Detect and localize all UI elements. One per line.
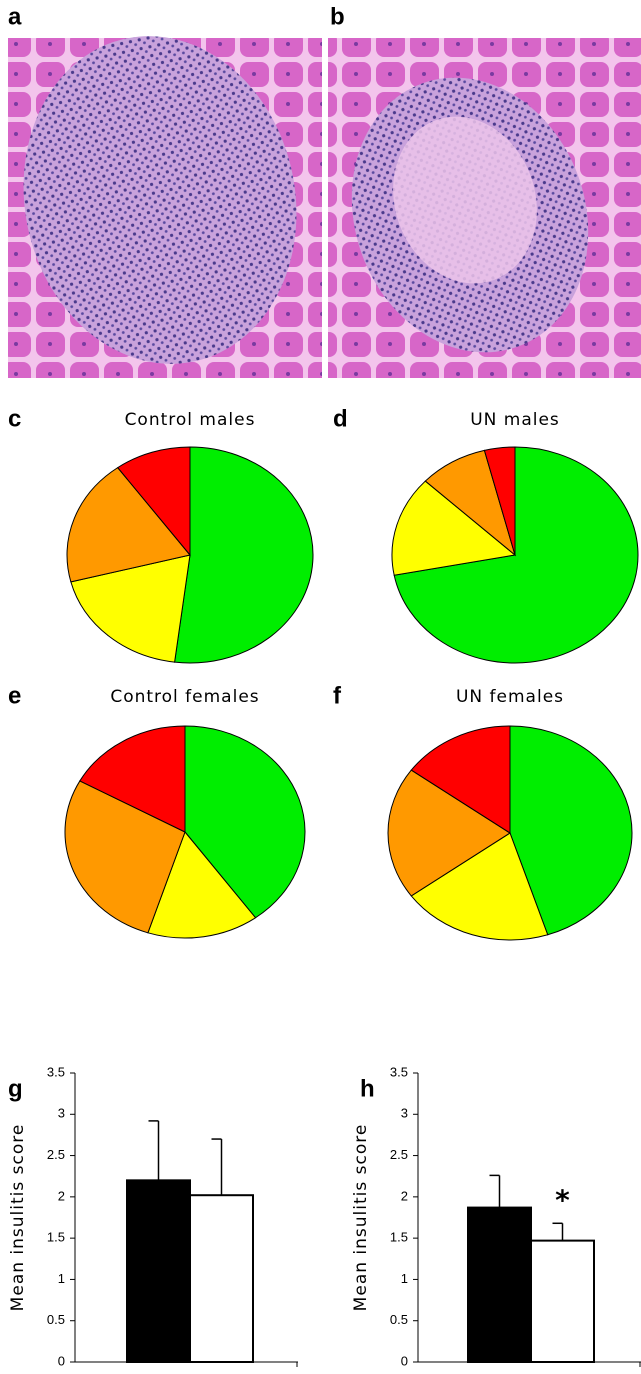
y-axis-label: Mean insulitis score bbox=[8, 1124, 28, 1312]
y-tick-label: 1.5 bbox=[47, 1230, 65, 1245]
micrograph-a bbox=[0, 11, 326, 390]
panel-label: b bbox=[330, 3, 345, 30]
y-tick-label: 3 bbox=[58, 1106, 65, 1121]
panel-label: d bbox=[333, 405, 348, 432]
y-tick-label: 0 bbox=[58, 1353, 65, 1368]
y-tick-label: 1 bbox=[58, 1271, 65, 1286]
y-tick-label: 1.5 bbox=[390, 1230, 408, 1245]
y-tick-label: 1 bbox=[401, 1271, 408, 1286]
y-tick-label: 2 bbox=[58, 1188, 65, 1203]
chart-title: Control females bbox=[110, 687, 259, 707]
y-tick-label: 2 bbox=[401, 1188, 408, 1203]
chart-title: UN males bbox=[470, 410, 560, 430]
bar bbox=[531, 1241, 594, 1362]
bar bbox=[190, 1195, 253, 1362]
bar bbox=[127, 1180, 190, 1362]
chart-title: Control males bbox=[125, 410, 256, 430]
y-tick-label: 3.5 bbox=[47, 1064, 65, 1079]
y-tick-label: 3.5 bbox=[390, 1064, 408, 1079]
panel-label: a bbox=[8, 3, 22, 30]
y-tick-label: 0.5 bbox=[390, 1312, 408, 1327]
y-tick-label: 2.5 bbox=[47, 1147, 65, 1162]
panel-label: g bbox=[8, 1075, 23, 1102]
annotation: * bbox=[555, 1183, 570, 1216]
pie-slice bbox=[175, 447, 313, 663]
chart-title: UN females bbox=[456, 687, 564, 707]
bar bbox=[468, 1208, 531, 1362]
panel-label: f bbox=[333, 682, 342, 709]
panel-label: e bbox=[8, 682, 21, 709]
figure: a b c Control males d UN males e Control fema… bbox=[0, 0, 641, 1374]
micrograph-b bbox=[314, 38, 641, 386]
panel-label: c bbox=[8, 405, 21, 432]
y-tick-label: 0 bbox=[401, 1353, 408, 1368]
y-tick-label: 2.5 bbox=[390, 1147, 408, 1162]
y-tick-label: 0.5 bbox=[47, 1312, 65, 1327]
y-tick-label: 3 bbox=[401, 1106, 408, 1121]
panel-label: h bbox=[360, 1075, 375, 1102]
y-axis-label: Mean insulitis score bbox=[351, 1124, 371, 1312]
